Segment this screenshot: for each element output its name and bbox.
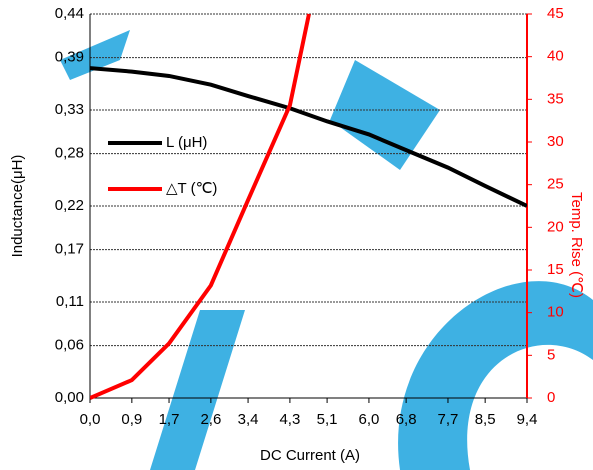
y-tick-label: 0,11 — [56, 293, 84, 310]
x-tick-label: 4,3 — [279, 411, 300, 428]
x-tick-label: 0,0 — [80, 411, 101, 428]
y-tick-label: 0,06 — [55, 337, 84, 354]
legend-label: △T (℃) — [166, 180, 217, 197]
x-tick-label: 9,4 — [517, 411, 538, 428]
x-tick-label: 5,1 — [317, 411, 338, 428]
y2-tick-label: 5 — [547, 346, 555, 363]
x-tick-label: 6,8 — [396, 411, 417, 428]
watermark-shape — [60, 30, 130, 80]
y-tick-label: 0,28 — [55, 145, 84, 162]
y2-tick-label: 40 — [547, 48, 564, 65]
watermark-shape — [398, 281, 593, 470]
y2-tick-label: 10 — [547, 304, 564, 321]
x-tick-label: 2,6 — [200, 411, 221, 428]
y2-tick-label: 15 — [547, 261, 564, 278]
y-tick-label: 0,17 — [55, 241, 84, 258]
series-line — [90, 66, 527, 208]
y2-axis-label: Temp. Rise (℃) — [568, 192, 585, 298]
y-tick-label: 0,39 — [55, 49, 84, 66]
y-axis-label: Inductance(μH) — [9, 155, 26, 258]
y2-tick-label: 0 — [547, 389, 555, 406]
legend-label: L (μH) — [166, 134, 207, 151]
y2-tick-label: 25 — [547, 176, 564, 193]
watermark-shape — [150, 310, 245, 470]
series-line — [90, 13, 311, 400]
y-tick-label: 0,22 — [55, 197, 84, 214]
watermark — [60, 30, 593, 470]
watermark-shape — [330, 60, 440, 170]
x-tick-label: 1,7 — [159, 411, 180, 428]
y2-tick-label: 35 — [547, 90, 564, 107]
x-tick-label: 7,7 — [438, 411, 459, 428]
y-tick-label: 0,44 — [55, 5, 84, 22]
x-tick-label: 0,9 — [121, 411, 142, 428]
y2-tick-label: 30 — [547, 133, 564, 150]
y-tick-label: 0,33 — [55, 101, 84, 118]
x-tick-label: 3,4 — [238, 411, 259, 428]
x-tick-label: 8,5 — [475, 411, 496, 428]
y2-tick-label: 20 — [547, 218, 564, 235]
x-tick-label: 6,0 — [359, 411, 380, 428]
x-axis-label: DC Current (A) — [260, 447, 360, 464]
y-tick-label: 0,00 — [55, 389, 84, 406]
y2-tick-label: 45 — [547, 5, 564, 22]
